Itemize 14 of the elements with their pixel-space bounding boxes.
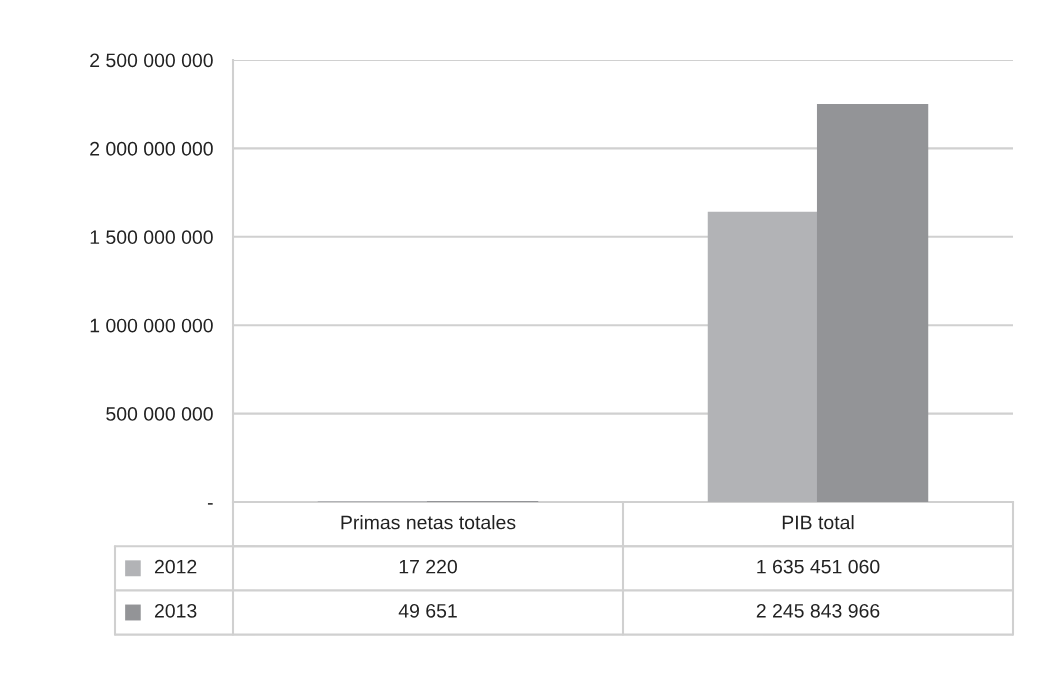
legend-label: 2013 — [154, 603, 197, 618]
x-tick-label: PIB total — [782, 515, 854, 530]
y-tick-label: 2 000 000 000 — [90, 141, 213, 156]
x-tick-label: Primas netas totales — [341, 515, 516, 530]
y-tick-label: 1 000 000 000 — [90, 318, 213, 333]
data-label: 2 245 843 966 — [756, 603, 880, 618]
legend-label: 2012 — [154, 559, 197, 574]
data-label: 17 220 — [399, 559, 457, 574]
y-tick-label: 1 500 000 000 — [90, 230, 213, 245]
data-label: 49 651 — [398, 603, 457, 618]
y-tick-label: 500 000 000 — [106, 407, 213, 421]
y-tick-label: - — [207, 503, 213, 505]
y-tick-label: 2 500 000 000 — [90, 53, 213, 68]
data-label: 1 635 451 060 — [757, 559, 880, 574]
